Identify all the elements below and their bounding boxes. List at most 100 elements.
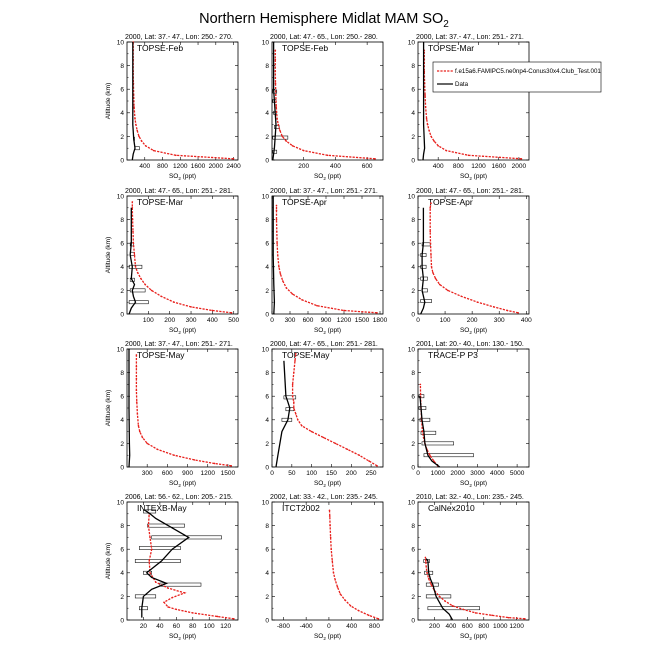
model-point bbox=[167, 587, 169, 589]
y-tick-label: 4 bbox=[265, 417, 269, 424]
y-tick-label: 8 bbox=[120, 217, 124, 224]
y-tick-label: 4 bbox=[411, 110, 415, 117]
model-point bbox=[275, 106, 278, 108]
model-point bbox=[291, 145, 294, 147]
x-axis-label: SO2 (ppt) bbox=[460, 633, 487, 641]
x-tick-label: 2000 bbox=[512, 163, 527, 170]
model-point bbox=[281, 135, 284, 138]
panel-header: 2002, Lat: 33.- 42., Lon: 235.- 245. bbox=[270, 494, 378, 501]
data-range-box bbox=[420, 264, 427, 269]
model-point bbox=[430, 202, 432, 204]
model-point bbox=[173, 301, 175, 304]
y-tick-label: 4 bbox=[120, 110, 124, 117]
model-point bbox=[141, 436, 144, 439]
panel-header: 2000, Lat: 37.- 47., Lon: 251.- 271. bbox=[270, 188, 378, 195]
y-tick-label: 0 bbox=[265, 464, 269, 471]
x-axis-label: SO2 (ppt) bbox=[314, 327, 341, 335]
data-range-box bbox=[159, 582, 202, 587]
panel-header: 2001, Lat: 20.- 40., Lon: 130.- 150. bbox=[416, 341, 524, 348]
model-point bbox=[296, 419, 299, 421]
data-range-box bbox=[283, 395, 297, 400]
model-point bbox=[424, 94, 426, 96]
model-point bbox=[294, 413, 297, 415]
y-tick-label: 4 bbox=[265, 570, 269, 577]
campaign-label: TOPSE-Apr bbox=[428, 197, 473, 207]
model-point bbox=[358, 454, 361, 457]
model-point bbox=[135, 377, 138, 380]
model-point bbox=[421, 430, 424, 433]
model-point bbox=[425, 117, 428, 120]
data-range-box bbox=[272, 135, 289, 140]
model-point bbox=[282, 280, 284, 282]
y-tick-label: 0 bbox=[411, 617, 415, 624]
model-point bbox=[429, 242, 432, 244]
y-tick-label: 10 bbox=[117, 193, 125, 200]
y-tick-label: 8 bbox=[265, 63, 269, 70]
y-tick-label: 6 bbox=[265, 394, 269, 401]
panel-11: 2002, Lat: 33.- 42., Lon: 235.- 245. ITCT… bbox=[262, 494, 384, 641]
model-point bbox=[294, 360, 296, 362]
campaign-label: TRACE-P P3 bbox=[428, 350, 478, 360]
model-point bbox=[279, 273, 282, 275]
x-axis-label: SO2 (ppt) bbox=[460, 173, 487, 181]
model-point bbox=[173, 454, 175, 457]
x-tick-label: 200 bbox=[346, 470, 357, 477]
model-point bbox=[430, 266, 433, 268]
x-tick-label: 4000 bbox=[490, 470, 505, 477]
model-point bbox=[274, 82, 277, 85]
model-point bbox=[374, 158, 376, 160]
x-tick-label: 20 bbox=[140, 623, 148, 630]
plot-frame bbox=[271, 195, 384, 315]
model-point bbox=[285, 287, 288, 289]
data-series-line bbox=[425, 558, 454, 621]
y-tick-label: 10 bbox=[117, 346, 125, 353]
campaign-label: TOPSE-Mar bbox=[137, 197, 183, 207]
x-tick-label: 40 bbox=[156, 623, 164, 630]
model-point bbox=[302, 149, 305, 152]
campaign-label: TOPSE-Apr bbox=[282, 197, 327, 207]
y-tick-label: 4 bbox=[120, 264, 124, 271]
y-tick-label: 10 bbox=[117, 499, 125, 506]
campaign-label: TOPSE-Mar bbox=[428, 43, 474, 53]
model-point bbox=[133, 106, 135, 108]
x-tick-label: 2000 bbox=[209, 163, 224, 170]
model-point bbox=[291, 293, 294, 295]
model-point bbox=[291, 383, 294, 386]
model-series-line bbox=[274, 50, 376, 160]
model-point bbox=[149, 572, 151, 574]
x-tick-label: -400 bbox=[300, 623, 313, 630]
model-series-line bbox=[131, 201, 232, 314]
model-point bbox=[160, 295, 162, 298]
model-point bbox=[460, 295, 463, 298]
model-point bbox=[191, 612, 194, 614]
data-range-box bbox=[272, 89, 278, 94]
y-tick-label: 8 bbox=[265, 370, 269, 377]
data-series-line bbox=[420, 207, 426, 315]
panel-header: 2000, Lat: 37.- 47., Lon: 251.- 271. bbox=[125, 341, 233, 348]
y-tick-label: 8 bbox=[265, 217, 269, 224]
panel-5: 2000, Lat: 37.- 47., Lon: 251.- 271. TOPS… bbox=[262, 188, 388, 335]
model-point bbox=[334, 442, 337, 445]
legend-model-label: f.e15a6.FAMIPC5.ne0np4-Conus30x4.Club_Te… bbox=[455, 68, 601, 75]
model-point bbox=[357, 609, 360, 612]
data-range-box bbox=[129, 288, 146, 293]
model-series-line bbox=[147, 513, 234, 620]
model-point bbox=[274, 58, 277, 61]
panel-7: 2000, Lat: 37.- 47., Lon: 251.- 271. TOPS… bbox=[105, 341, 239, 488]
model-point bbox=[216, 615, 219, 618]
y-tick-label: 10 bbox=[262, 39, 270, 46]
x-tick-label: 200 bbox=[164, 317, 175, 324]
campaign-label: ITCT2002 bbox=[282, 503, 320, 513]
x-tick-label: 60 bbox=[173, 623, 181, 630]
data-range-box bbox=[128, 264, 143, 269]
y-tick-label: 4 bbox=[120, 570, 124, 577]
data-range-box bbox=[128, 300, 149, 305]
y-tick-label: 2 bbox=[411, 134, 415, 141]
model-point bbox=[138, 430, 141, 433]
model-series-line bbox=[291, 353, 378, 467]
data-range-box bbox=[423, 453, 474, 458]
model-point bbox=[322, 436, 325, 439]
model-point bbox=[135, 365, 138, 368]
y-axis-label: Altitude (km) bbox=[105, 390, 112, 426]
y-tick-label: 6 bbox=[265, 241, 269, 248]
